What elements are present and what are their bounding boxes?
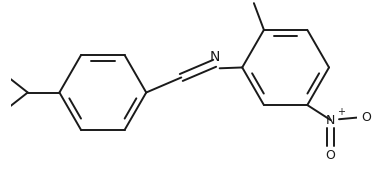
Text: N: N <box>326 114 335 127</box>
Text: O: O <box>326 149 336 162</box>
Text: +: + <box>338 107 345 117</box>
Text: N: N <box>210 51 220 64</box>
Text: O: O <box>361 111 370 124</box>
